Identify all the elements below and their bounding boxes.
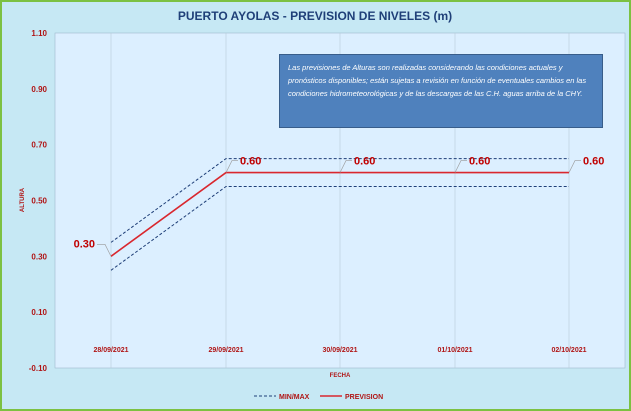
- x-tick-label: 28/09/2021: [93, 347, 128, 354]
- data-label: 0.30: [74, 238, 95, 250]
- y-tick-label: 0.30: [31, 252, 47, 261]
- data-label: 0.60: [583, 156, 604, 168]
- data-label-leader: [454, 160, 467, 173]
- data-label-leader: [568, 160, 581, 173]
- data-label: 0.60: [240, 156, 261, 168]
- data-label: 0.60: [354, 156, 375, 168]
- series-min-line: [110, 186, 569, 271]
- x-tick-label: 01/10/2021: [437, 347, 472, 354]
- series-prevision-line: [110, 171, 569, 257]
- forecast-note: Las previsiones de Alturas son realizada…: [279, 54, 603, 128]
- y-tick-label: 0.10: [31, 308, 47, 317]
- y-axis-label: ALTURA: [20, 187, 26, 212]
- x-axis-label: FECHA: [330, 373, 351, 379]
- x-tick-label: 29/09/2021: [208, 347, 243, 354]
- y-tick-label: 1.10: [31, 29, 47, 38]
- y-tick-label: 0.70: [31, 141, 47, 150]
- data-label: 0.60: [469, 156, 490, 168]
- x-tick-label: 30/09/2021: [322, 347, 357, 354]
- data-label-leader: [97, 244, 112, 257]
- series-max-line: [110, 158, 569, 243]
- legend-prevision-label: PREVISION: [345, 394, 383, 401]
- legend-minmax-label: MIN/MAX: [279, 394, 310, 401]
- y-tick-label: 0.90: [31, 85, 47, 94]
- y-tick-label: 0.50: [31, 197, 47, 206]
- y-tick-label: -0.10: [29, 364, 48, 373]
- chart-title: PUERTO AYOLAS - PREVISION DE NIVELES (m): [178, 9, 452, 23]
- x-tick-label: 02/10/2021: [551, 347, 586, 354]
- data-label-leader: [339, 160, 352, 173]
- data-label-leader: [225, 160, 238, 173]
